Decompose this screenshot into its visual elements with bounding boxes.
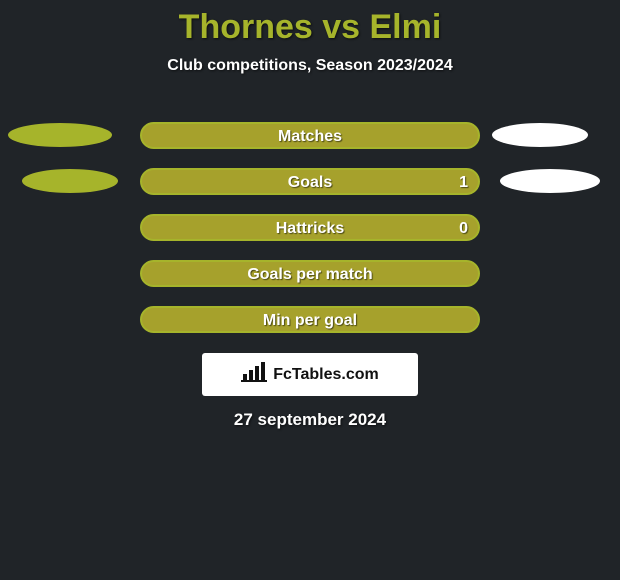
stats-rows: Matches Goals1 Hattricks0 Goals per match Mi… <box>0 120 620 350</box>
page-title: Thornes vs Elmi <box>0 0 620 47</box>
stat-label: Goals per match <box>142 266 478 284</box>
stat-row: Matches <box>0 120 620 150</box>
stat-label: Goals <box>142 174 478 192</box>
stat-bar: Hattricks0 <box>140 214 480 241</box>
stat-label: Min per goal <box>142 312 478 330</box>
right-blob <box>500 169 600 193</box>
right-blob <box>492 123 588 147</box>
logo-text: FcTables.com <box>273 366 379 384</box>
stat-bar: Min per goal <box>140 306 480 333</box>
widget-root: Thornes vs Elmi Club competitions, Seaso… <box>0 0 620 580</box>
stat-bar: Matches <box>140 122 480 149</box>
stat-label: Matches <box>142 128 478 146</box>
stat-bar: Goals per match <box>140 260 480 287</box>
stat-value-right: 1 <box>459 174 468 192</box>
stat-label: Hattricks <box>142 220 478 238</box>
stat-bar: Goals1 <box>140 168 480 195</box>
left-blob <box>8 123 112 147</box>
date-label: 27 september 2024 <box>0 410 620 430</box>
page-subtitle: Club competitions, Season 2023/2024 <box>0 57 620 75</box>
stat-row: Goals per match <box>0 258 620 288</box>
bar-chart-icon <box>241 362 269 387</box>
stat-row: Min per goal <box>0 304 620 334</box>
stat-row: Hattricks0 <box>0 212 620 242</box>
left-blob <box>22 169 118 193</box>
stat-row: Goals1 <box>0 166 620 196</box>
stat-value-right: 0 <box>459 220 468 238</box>
logo-box: FcTables.com <box>202 353 418 396</box>
